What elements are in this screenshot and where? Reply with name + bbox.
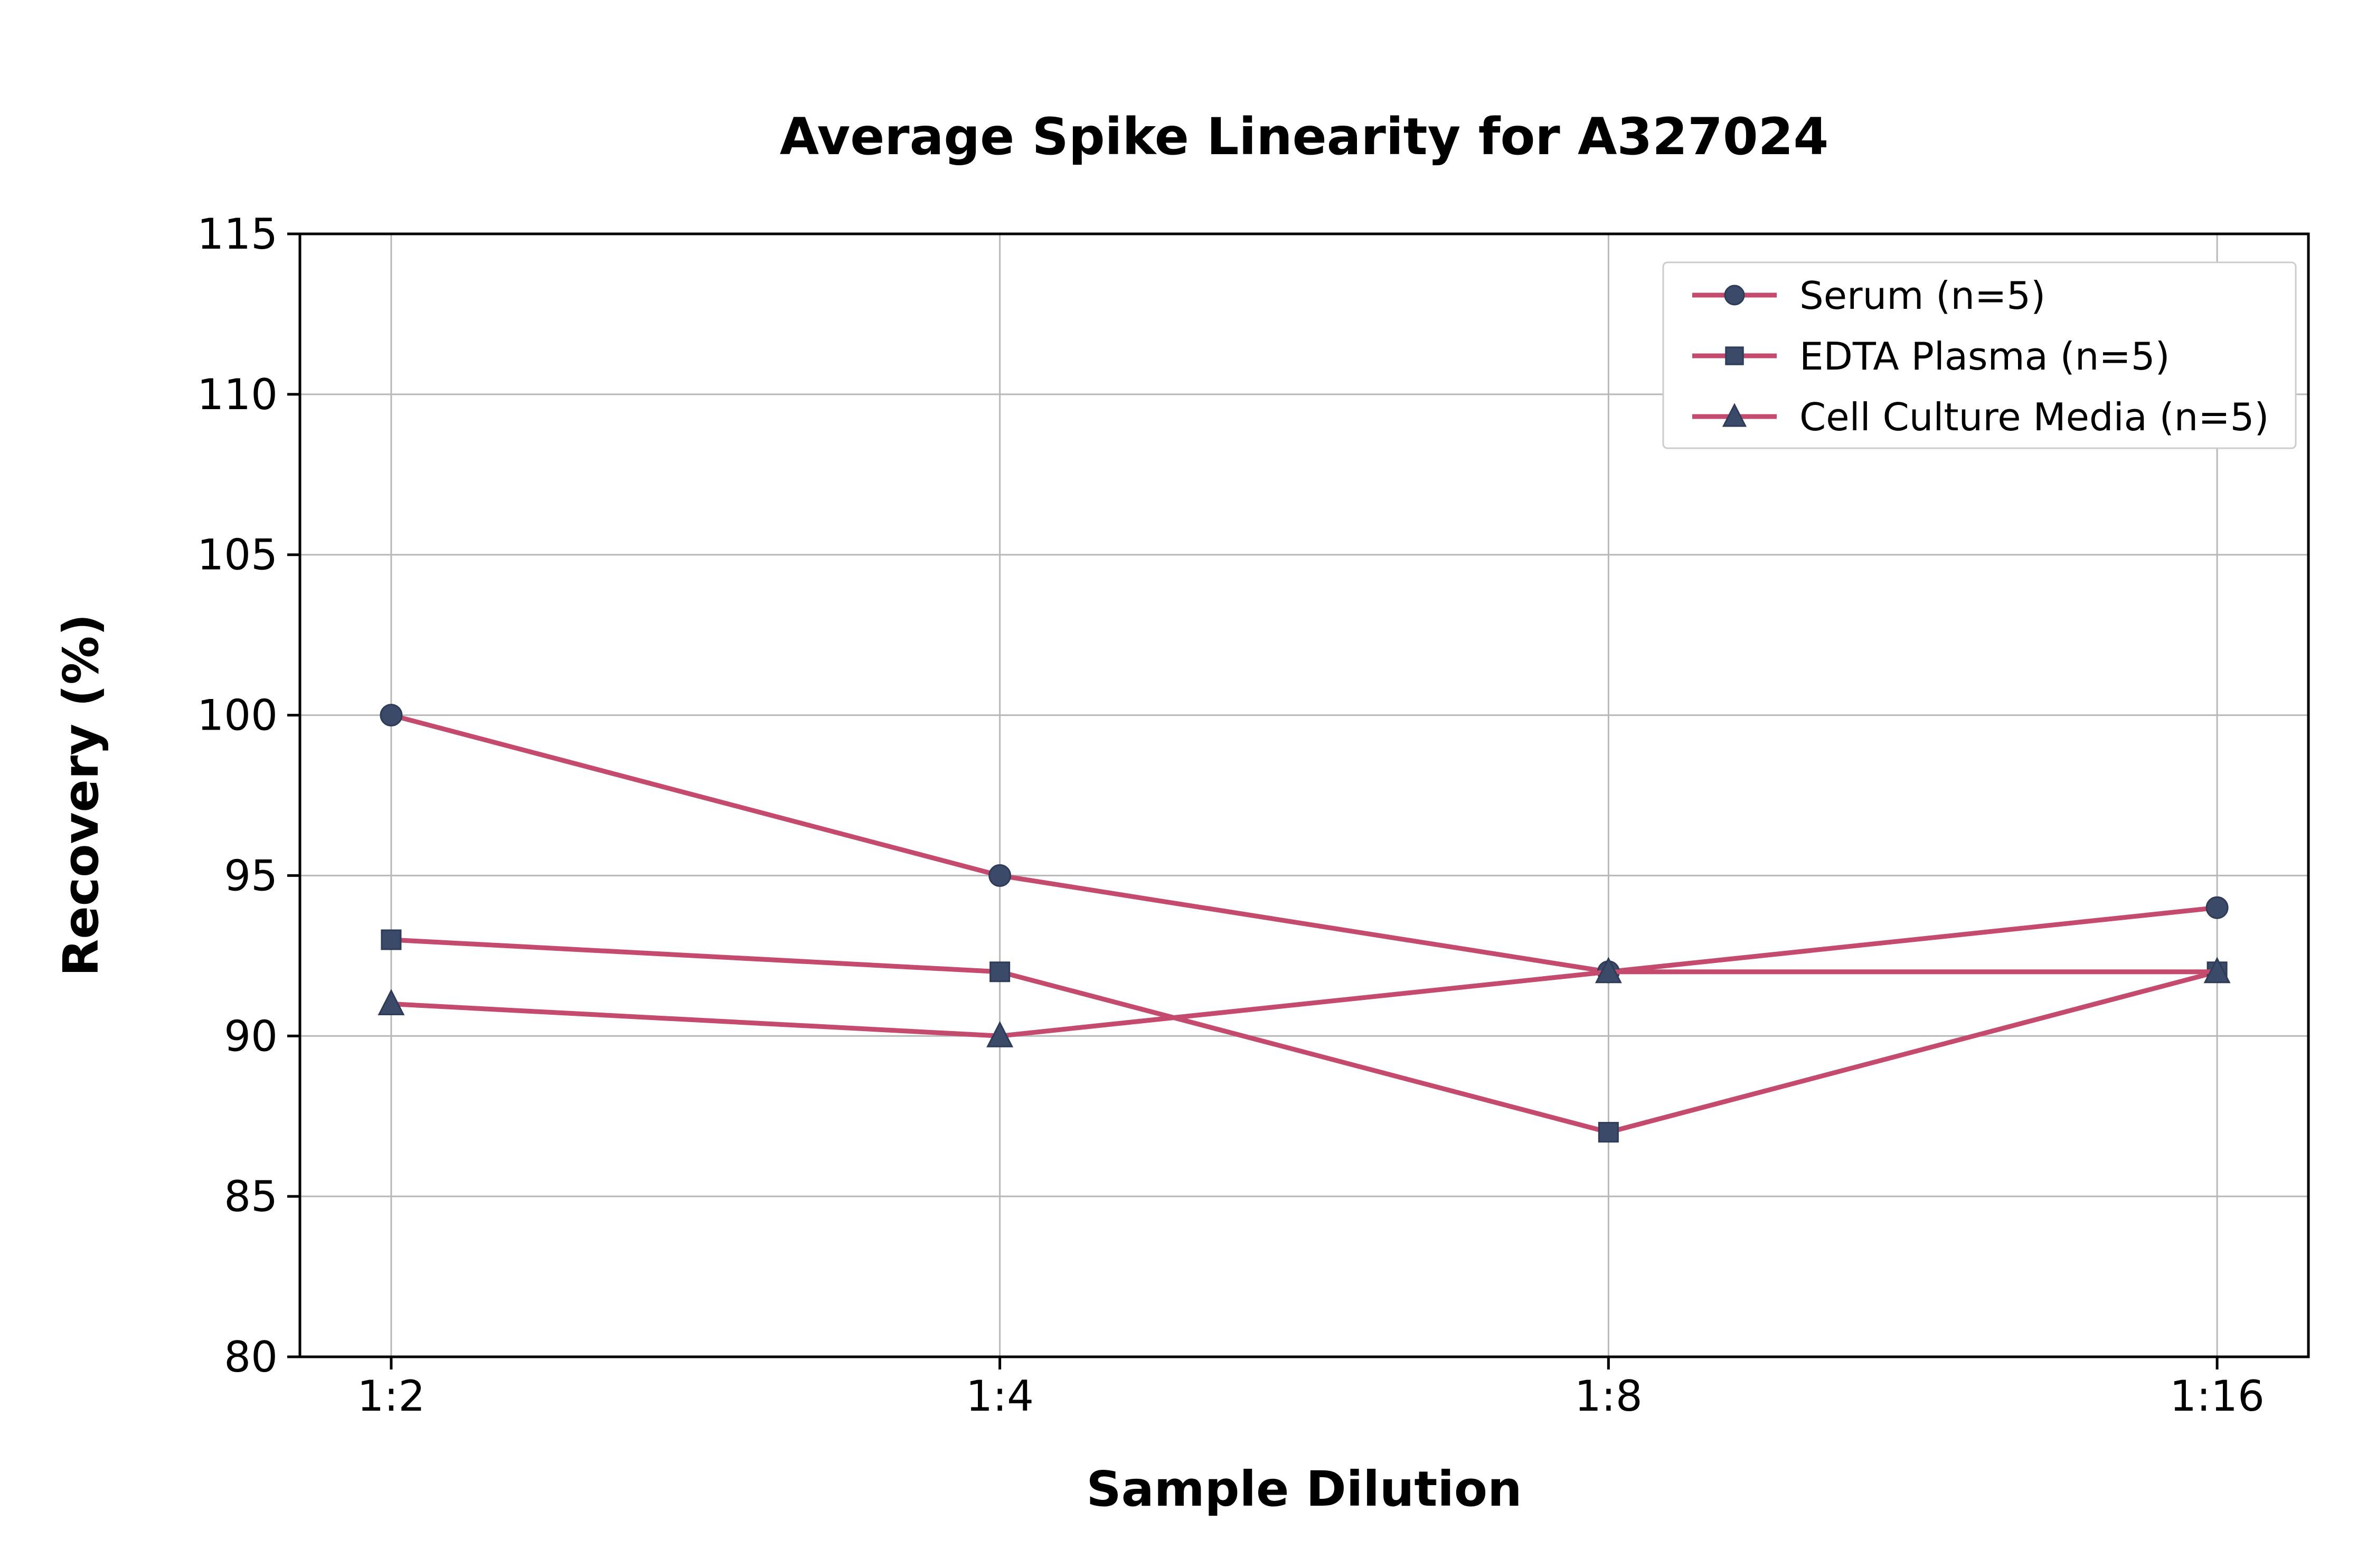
circle-marker <box>2205 896 2229 919</box>
triangle-marker <box>2203 957 2231 984</box>
y-tick-label: 105 <box>197 531 278 580</box>
x-axis-label: Sample Dilution <box>1086 1461 1522 1517</box>
square-marker <box>381 929 402 950</box>
series-serum <box>380 704 2229 984</box>
y-tick-label: 100 <box>197 691 278 740</box>
triangle-marker <box>1722 403 1747 427</box>
legend-label: Serum (n=5) <box>1799 273 2045 318</box>
x-tick-label: 1:8 <box>1574 1372 1643 1421</box>
triangle-marker <box>378 989 405 1016</box>
chart-title: Average Spike Linearity for A327024 <box>780 107 1829 166</box>
y-axis-label: Recovery (%) <box>53 614 109 977</box>
y-tick-label: 80 <box>224 1333 278 1382</box>
square-marker <box>1598 1122 1619 1143</box>
legend-label: Cell Culture Media (n=5) <box>1799 395 2269 439</box>
circle-marker <box>380 704 403 727</box>
legend-box <box>1662 261 2297 449</box>
series-line <box>390 713 2218 975</box>
triangle-marker <box>1595 957 1622 984</box>
legend-label: EDTA Plasma (n=5) <box>1799 334 2170 379</box>
triangle-marker <box>986 1021 1014 1047</box>
legend: Serum (n=5) EDTA Plasma (n=5) Cell Culture… <box>1662 261 2297 449</box>
x-tick-label: 1:4 <box>966 1372 1034 1421</box>
circle-marker <box>1724 285 1745 306</box>
square-marker <box>1725 346 1744 365</box>
y-tick-label: 95 <box>224 851 278 900</box>
x-tick-label: 1:2 <box>357 1372 426 1421</box>
x-tick-label: 1:16 <box>2170 1372 2265 1421</box>
square-marker <box>989 961 1011 983</box>
series-line <box>391 969 2218 1038</box>
tick-labels: 80 85 90 95 100 105 110 115 1:2 1:4 1:8 1:16 <box>197 210 2265 1421</box>
y-tick-label: 85 <box>224 1172 278 1221</box>
axes-frame <box>287 232 2310 1369</box>
series-line <box>391 937 2218 1135</box>
circle-marker <box>988 864 1012 887</box>
y-tick-label: 90 <box>224 1012 278 1061</box>
y-tick-label: 110 <box>197 370 278 419</box>
data-series <box>378 704 2231 1143</box>
y-tick-label: 115 <box>197 210 278 259</box>
series-cell <box>378 957 2231 1047</box>
